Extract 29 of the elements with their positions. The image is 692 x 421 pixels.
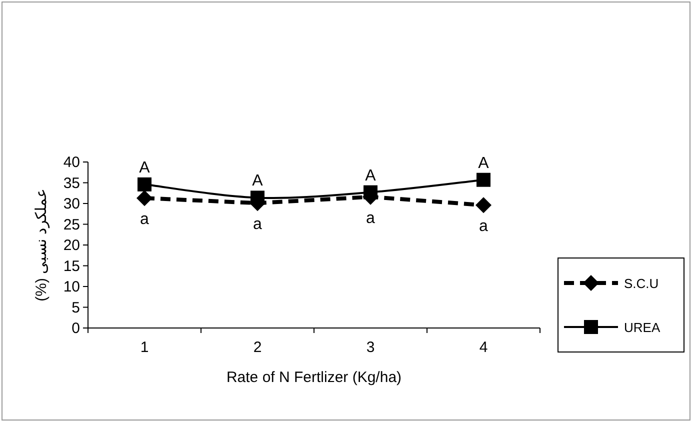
y-axis-title: عملکرد نسبی (%) xyxy=(33,188,50,302)
y-tick-label: 30 xyxy=(63,196,80,212)
y-tick-label: 15 xyxy=(63,258,80,275)
x-tick-label: 2 xyxy=(253,339,262,356)
point xyxy=(476,197,492,214)
x-tick-label: 4 xyxy=(479,339,488,356)
x-tick-label: 1 xyxy=(140,339,149,356)
y-tick-label: 20 xyxy=(63,237,80,254)
annotation: a xyxy=(479,218,488,236)
y-tick-label: 10 xyxy=(63,278,80,296)
annotation: a xyxy=(253,216,262,234)
y-tick-label: 0 xyxy=(72,320,80,337)
annotation: A xyxy=(139,159,150,176)
legend-label: S.C.U xyxy=(624,276,659,291)
annotation: A xyxy=(252,172,264,190)
x-axis-title: Rate of N Fertlizer (Kg/ha) xyxy=(226,369,402,386)
point xyxy=(138,177,152,192)
annotation: a xyxy=(366,210,376,227)
y-tick-label: 35 xyxy=(63,174,80,192)
annotation: A xyxy=(478,154,490,172)
y-tick-label: 5 xyxy=(72,299,80,316)
point xyxy=(476,172,490,187)
y-tick-label: 25 xyxy=(63,216,80,234)
legend-label: UREA xyxy=(624,320,660,335)
annotation: A xyxy=(365,167,376,184)
x-tick-label: 3 xyxy=(366,339,375,356)
y-tick-label: 40 xyxy=(63,154,80,171)
annotation: a xyxy=(140,211,150,228)
point xyxy=(136,190,152,206)
